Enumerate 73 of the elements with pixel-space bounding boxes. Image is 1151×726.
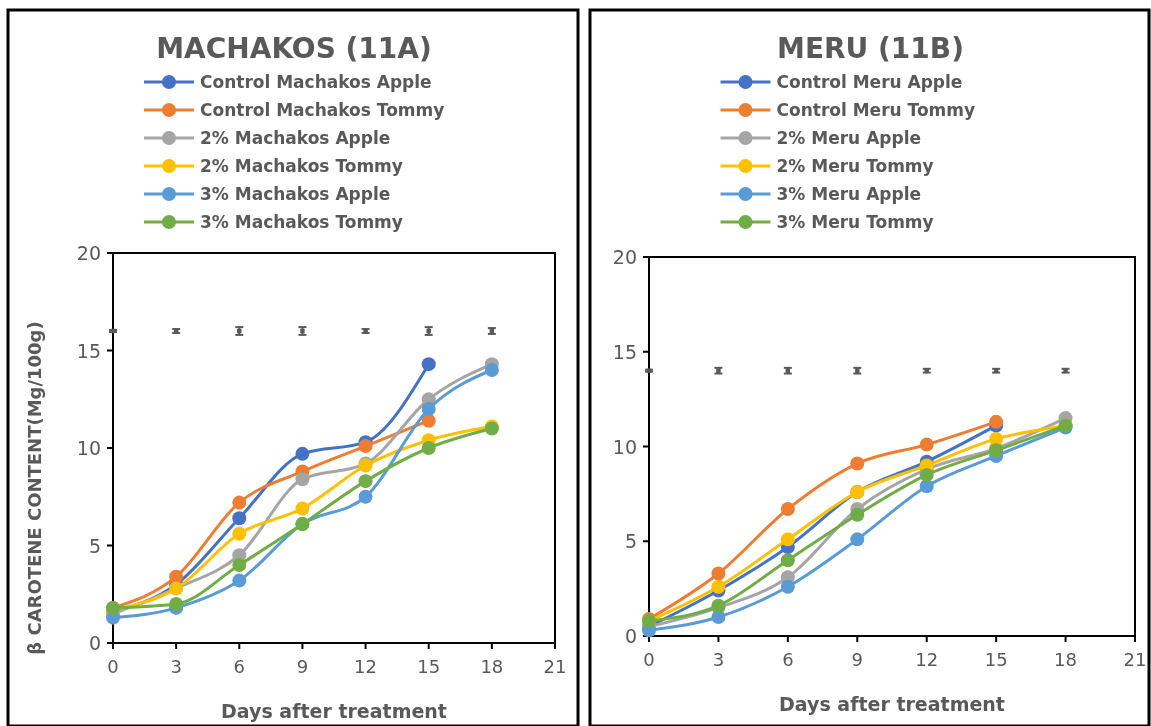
y-tick-label: 0 xyxy=(88,632,101,654)
x-tick-label: 0 xyxy=(107,656,119,677)
point xyxy=(780,579,795,594)
legend-label: 2% Machakos Tommy xyxy=(200,156,403,176)
point xyxy=(421,441,436,455)
point xyxy=(232,511,247,526)
y-tick-label: 5 xyxy=(624,530,637,553)
y-tick-label: 20 xyxy=(76,242,101,264)
point xyxy=(232,558,247,572)
x-tick-label: 15 xyxy=(417,656,441,677)
point xyxy=(295,472,310,487)
point xyxy=(169,597,184,611)
y-tick-label: 10 xyxy=(76,437,101,459)
point xyxy=(780,532,795,547)
point xyxy=(169,569,184,584)
point xyxy=(358,474,373,489)
point xyxy=(421,357,436,372)
y-tick-label: 10 xyxy=(612,435,637,458)
x-tick-label: 21 xyxy=(543,656,567,677)
x-tick-label: 0 xyxy=(643,649,655,670)
x-tick-label: 3 xyxy=(170,656,182,677)
x-axis-title: Days after treatment xyxy=(779,693,1005,715)
x-tick-label: 12 xyxy=(915,649,939,670)
point xyxy=(484,363,499,377)
x-tick-label: 3 xyxy=(712,649,725,670)
point xyxy=(421,402,436,416)
x-tick-label: 18 xyxy=(1054,649,1078,670)
y-tick-label: 15 xyxy=(612,340,637,363)
x-tick-label: 18 xyxy=(480,656,504,677)
legend-label: 2% Machakos Apple xyxy=(200,128,391,148)
point xyxy=(711,566,726,581)
y-tick-label: 5 xyxy=(88,534,101,557)
legend-label: 2% Meru Tommy xyxy=(776,156,934,176)
point xyxy=(780,502,795,517)
point xyxy=(919,437,934,452)
point xyxy=(295,501,310,516)
legend-label: 3% Machakos Tommy xyxy=(200,212,403,232)
x-tick-label: 21 xyxy=(1123,649,1147,670)
x-tick-label: 6 xyxy=(233,656,246,677)
point xyxy=(232,495,247,510)
point xyxy=(850,507,865,522)
y-tick-label: 20 xyxy=(612,246,637,268)
x-tick-label: 6 xyxy=(782,649,794,670)
point xyxy=(232,526,247,541)
legend-label: 2% Meru Apple xyxy=(776,128,921,148)
chart-title: MERU (11B) xyxy=(777,32,964,65)
y-axis-title: β CAROTENE CONTENT(Mg/100g) xyxy=(24,321,45,655)
point xyxy=(989,414,1004,429)
point xyxy=(358,489,373,504)
x-axis-title: Days after treatment xyxy=(221,700,447,722)
point xyxy=(989,431,1004,446)
point xyxy=(358,439,373,454)
point xyxy=(850,532,865,547)
x-tick-label: 12 xyxy=(354,656,378,677)
chart-title: MACHAKOS (11A) xyxy=(156,32,432,65)
y-tick-label: 0 xyxy=(624,625,637,647)
legend-label: Control Meru Apple xyxy=(776,72,963,92)
point xyxy=(780,553,795,568)
point xyxy=(232,573,247,588)
legend-label: Control Machakos Apple xyxy=(200,72,432,92)
x-tick-label: 15 xyxy=(984,649,1008,670)
point xyxy=(711,579,726,594)
legend-label: 3% Machakos Apple xyxy=(200,184,391,204)
legend-label: 3% Meru Apple xyxy=(776,184,921,204)
point xyxy=(295,446,310,461)
point xyxy=(919,467,934,482)
x-tick-label: 9 xyxy=(851,649,864,670)
y-tick-label: 15 xyxy=(76,339,101,362)
legend-label: Control Meru Tommy xyxy=(776,100,976,120)
legend-label: Control Machakos Tommy xyxy=(200,100,445,120)
legend-label: 3% Meru Tommy xyxy=(776,212,934,232)
point xyxy=(850,456,865,471)
x-tick-label: 9 xyxy=(296,656,309,677)
